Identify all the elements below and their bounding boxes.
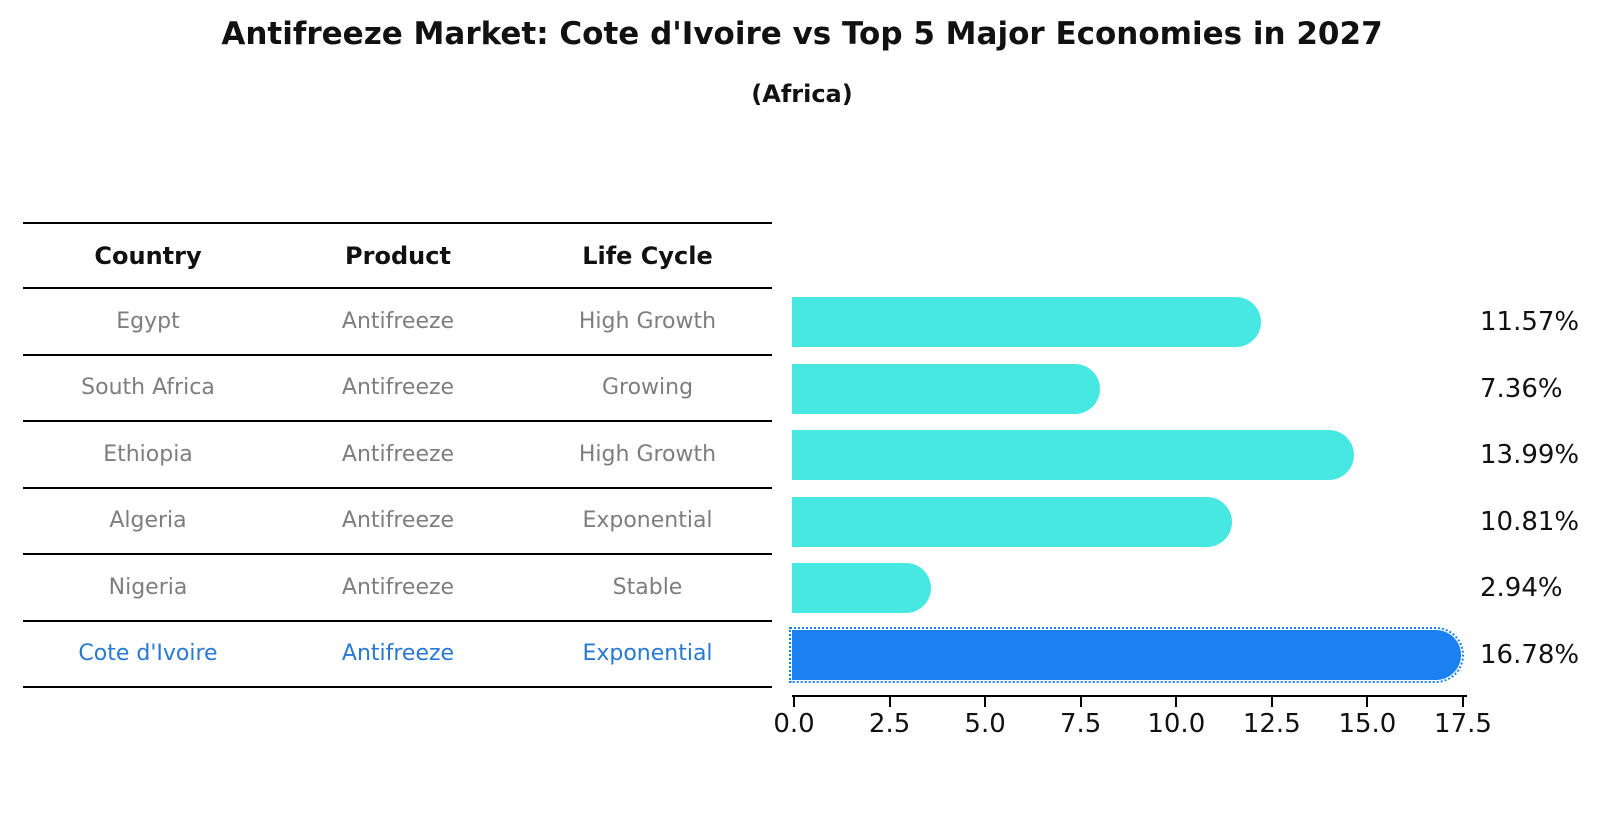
x-tick-label: 10.0 (1147, 709, 1206, 739)
table-header-row: Country Product Life Cycle (23, 222, 772, 289)
cell-product: Antifreeze (341, 574, 455, 600)
x-tick-label: 17.5 (1434, 709, 1492, 739)
col-header-product: Product (345, 241, 451, 270)
bar-ethiopia (792, 430, 1354, 481)
cell-lifecycle: Exponential (582, 508, 713, 534)
x-tick-mark (793, 697, 795, 707)
cell-country: Algeria (109, 508, 187, 534)
x-tick-label: 12.5 (1242, 709, 1301, 739)
x-tick-label: 7.5 (1060, 709, 1102, 739)
cell-product: Antifreeze (341, 308, 455, 334)
x-tick-mark (1366, 697, 1369, 707)
cell-product: Antifreeze (341, 375, 455, 401)
table-row-egypt: Egypt Antifreeze High Growth (23, 289, 772, 356)
value-label-ethiopia: 13.99% (1480, 440, 1580, 471)
x-tick-mark (1462, 697, 1464, 707)
cell-country: Ethiopia (103, 441, 193, 467)
x-tick-label: 2.5 (868, 709, 911, 739)
col-header-country: Country (94, 241, 202, 270)
cell-lifecycle: Exponential (582, 641, 713, 667)
bar-nigeria (792, 563, 932, 614)
bar-egypt (792, 297, 1262, 348)
cell-lifecycle: Stable (612, 574, 683, 600)
bar-algeria (792, 496, 1233, 547)
cell-product: Antifreeze (341, 441, 455, 467)
table-row-algeria: Algeria Antifreeze Exponential (23, 489, 772, 555)
value-label-south-africa: 7.36% (1480, 373, 1563, 404)
cell-country: Egypt (116, 308, 180, 334)
x-tick-mark (1270, 697, 1273, 707)
x-tick-mark (1175, 697, 1178, 707)
value-label-nigeria: 2.94% (1480, 573, 1563, 604)
chart-subtitle: (Africa) (751, 80, 853, 108)
x-tick-label: 15.0 (1338, 709, 1397, 739)
cell-lifecycle: Growing (601, 375, 694, 401)
x-tick-label: 0.0 (773, 709, 815, 739)
data-table: Country Product Life Cycle Egypt Antifre… (23, 222, 772, 688)
cell-country: Nigeria (108, 574, 188, 600)
table-row-south-africa: South Africa Antifreeze Growing (23, 356, 772, 422)
x-tick-label: 5.0 (964, 709, 1006, 739)
table-row-nigeria: Nigeria Antifreeze Stable (23, 555, 772, 622)
cell-lifecycle: High Growth (578, 441, 717, 467)
x-axis-line (792, 695, 1467, 697)
value-label-egypt: 11.57% (1480, 307, 1580, 338)
cell-country: South Africa (81, 375, 215, 401)
table-row-ethiopia: Ethiopia Antifreeze High Growth (23, 422, 772, 489)
chart-title: Antifreeze Market: Cote d'Ivoire vs Top … (221, 16, 1383, 52)
x-tick-mark (1079, 697, 1082, 707)
cell-lifecycle: High Growth (578, 308, 717, 334)
cell-country: Cote d'Ivoire (78, 641, 218, 667)
value-label-algeria: 10.81% (1480, 506, 1580, 537)
bar-cote-divoire (789, 626, 1464, 683)
cell-product: Antifreeze (341, 641, 455, 667)
bar-south-africa (792, 363, 1101, 414)
table-row-cote-divoire: Cote d'Ivoire Antifreeze Exponential (23, 622, 772, 688)
x-tick-mark (984, 697, 987, 707)
col-header-lifecycle: Life Cycle (582, 241, 713, 270)
x-tick-mark (888, 697, 891, 707)
cell-product: Antifreeze (341, 508, 455, 534)
value-label-cote-divoire: 16.78% (1480, 639, 1580, 670)
